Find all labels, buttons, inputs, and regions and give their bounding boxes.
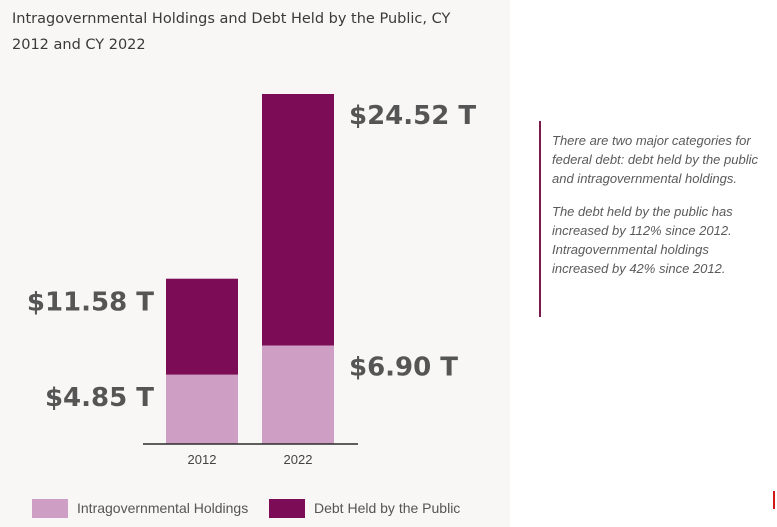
chart-panel (0, 0, 510, 527)
value-label-intragovernmental-2012: $4.85 T (45, 383, 154, 413)
legend-swatch-intragovernmental (32, 498, 68, 518)
chart-title: Intragovernmental Holdings and Debt Held… (12, 11, 451, 53)
annotation-paragraph-1: There are two major categories for feder… (552, 133, 758, 186)
bars-group (166, 94, 334, 444)
legend-label-public: Debt Held by the Public (314, 500, 461, 516)
edge-marker (773, 491, 775, 509)
value-label-total-2022: $24.52 T (349, 101, 476, 131)
bar-intragovernmental-2012 (166, 374, 238, 444)
bar-public-2012 (166, 278, 238, 375)
value-label-intragovernmental-2022: $6.90 T (349, 353, 458, 383)
legend-item-public: Debt Held by the Public (269, 497, 460, 519)
value-label-total-2012: $11.58 T (27, 288, 154, 318)
legend-label-intragovernmental: Intragovernmental Holdings (77, 500, 249, 516)
bar-public-2022 (262, 94, 334, 346)
annotation-paragraph-2: The debt held by the public has increase… (552, 204, 733, 276)
legend-swatch-public (269, 498, 305, 518)
bar-intragovernmental-2022 (262, 345, 334, 444)
stacked-bar-chart: 2012 2022 $11.58 T $4.85 T $24.52 T $6.90 T (27, 94, 477, 467)
x-tick-label-2022: 2022 (284, 452, 313, 467)
x-tick-label-2012: 2012 (188, 452, 217, 467)
legend-item-intragovernmental: Intragovernmental Holdings (32, 497, 248, 519)
value-labels: $11.58 T $4.85 T $24.52 T $6.90 T (27, 101, 477, 413)
x-tick-labels: 2012 2022 (188, 452, 313, 467)
annotation-note: There are two major categories for feder… (539, 121, 761, 317)
